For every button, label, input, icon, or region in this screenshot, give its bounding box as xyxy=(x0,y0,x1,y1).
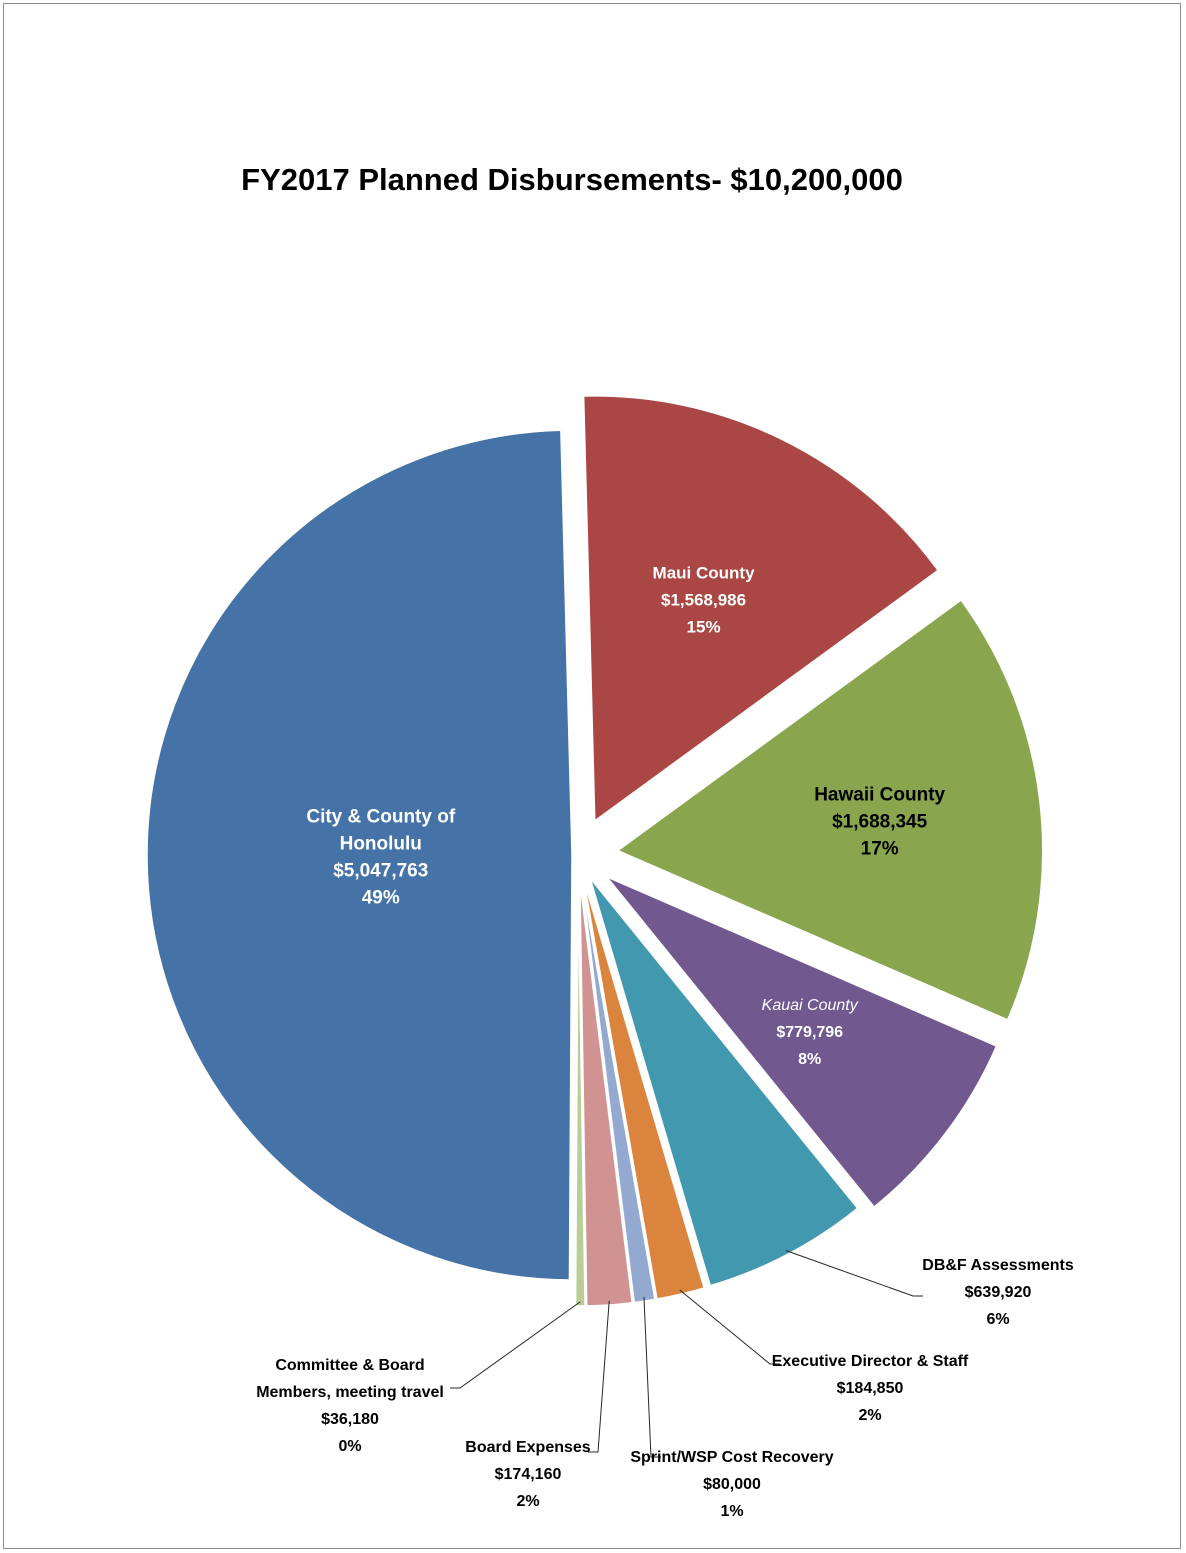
leader-line-executive-director-and-staff xyxy=(679,1289,780,1365)
data-label-committee-and-board-members-meeting-travel: Committee & Board Members, meeting travel… xyxy=(256,1357,444,1455)
pie-slice-maui-county xyxy=(582,395,940,823)
pie-slice-executive-director-and-staff xyxy=(583,880,706,1300)
data-label-city-and-county-of-honolulu: City & County of Honolulu $5,047,763 49% xyxy=(306,806,455,908)
leader-line-sprint-wsp-cost-recovery xyxy=(643,1296,661,1458)
data-label-board-expenses: Board Expenses $174,160 2% xyxy=(465,1439,590,1510)
data-label-dbandf-assessments: DB&F Assessments $639,920 6% xyxy=(922,1257,1074,1328)
data-label-executive-director-and-staff: Executive Director & Staff $184,850 2% xyxy=(772,1353,969,1424)
pie-slice-dbandf-assessments xyxy=(589,877,859,1287)
data-label-sprint-wsp-cost-recovery: Sprint/WSP Cost Recovery $80,000 1% xyxy=(630,1449,833,1520)
pie-slice-kauai-county xyxy=(606,876,998,1209)
leader-line-board-expenses xyxy=(588,1300,610,1453)
leader-line-dbandf-assessments xyxy=(785,1250,923,1297)
pie-slice-committee-and-board-members-meeting-travel xyxy=(574,880,586,1307)
pie-slice-city-and-county-of-honolulu xyxy=(146,429,573,1281)
chart-title: FY2017 Planned Disbursements- $10,200,00… xyxy=(241,162,903,197)
data-labels: Maui County $1,568,986 15% Hawaii County $1,… xyxy=(256,564,1074,1520)
data-label-maui-county: Maui County $1,568,986 15% xyxy=(653,564,756,637)
pie-slice-board-expenses xyxy=(579,880,634,1307)
data-label-hawaii-county: Hawaii County $1,688,345 17% xyxy=(814,785,945,860)
leader-lines xyxy=(450,1250,923,1458)
data-label-kauai-county: Kauai County $779,796 8% xyxy=(762,997,859,1068)
leader-line-committee-and-board-members-meeting-travel xyxy=(450,1301,581,1389)
pie-slices xyxy=(146,395,1044,1307)
pie-slice-hawaii-county xyxy=(616,598,1044,1021)
